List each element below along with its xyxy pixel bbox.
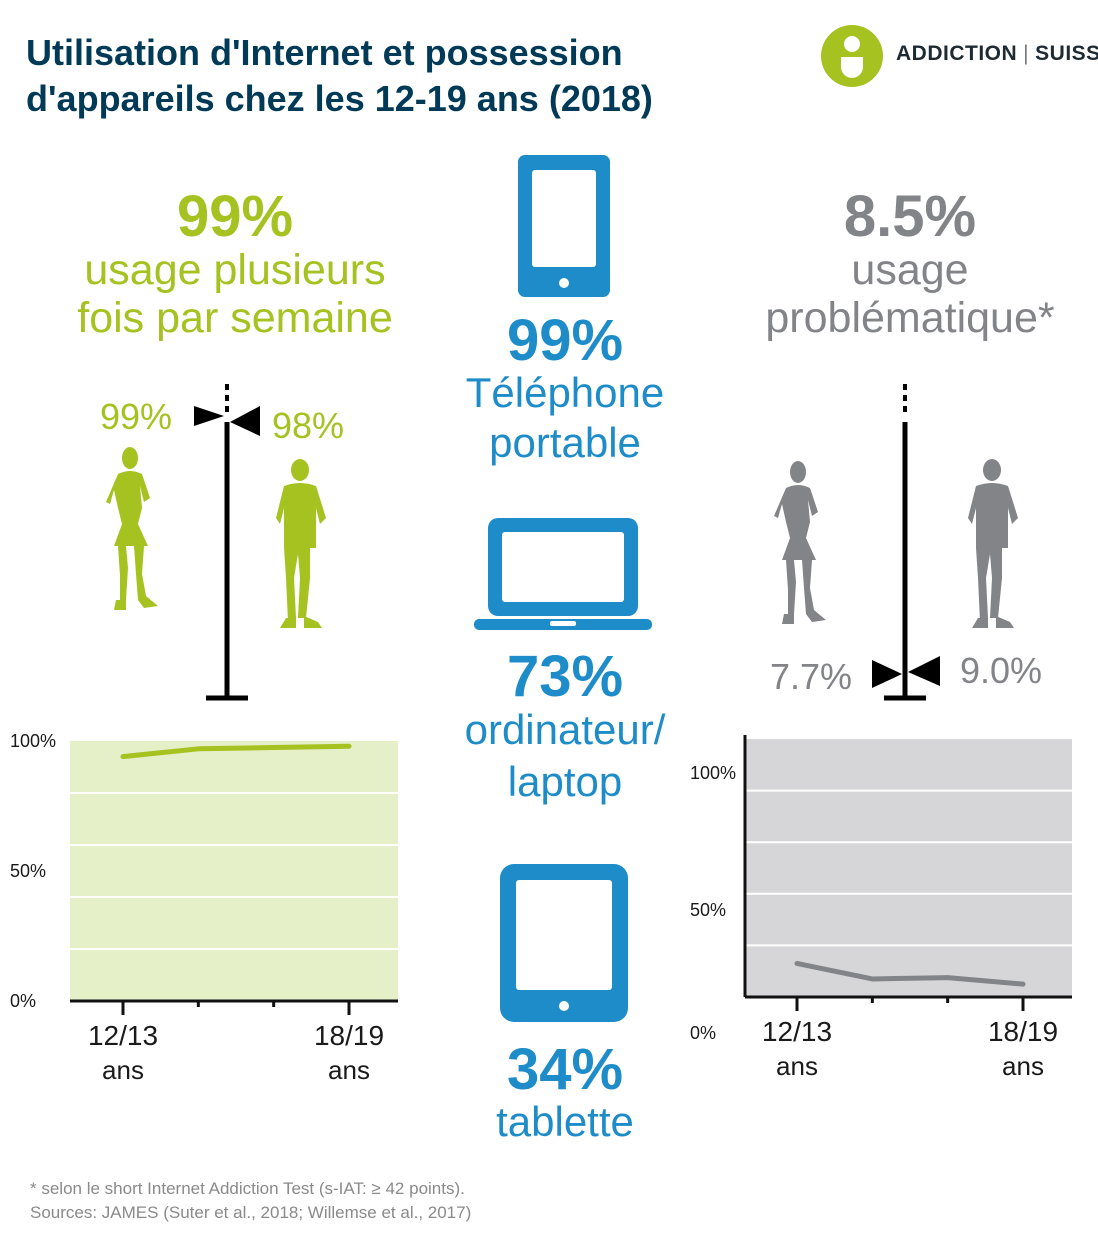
left-male-pct: 98% [272,405,345,446]
left-label-line2: fois par semaine [77,294,393,342]
chart-x-tick-label: 12/13 [762,1016,832,1047]
right-line-chart: 100% 50% 0% 12/13 ans 18/19 ans [690,735,1072,1081]
chart-x-tick-label-unit: ans [776,1051,818,1081]
footnote-line1: * selon le short Internet Addiction Test… [30,1179,465,1198]
left-gender-scale [106,384,326,701]
chart-y-tick-label: 100% [690,763,736,783]
chart-y-tick-label: 100% [10,731,56,751]
laptop-label: ordinateur/ laptop [400,704,730,808]
left-line-chart: 100% 50% 0% 12/13 ans 18/19 ans [10,731,398,1085]
female-silhouette-icon [106,447,158,610]
right-label-line1: usage [851,246,969,294]
chart-y-tick-label: 50% [690,900,726,920]
left-headline-pct: 99% [176,184,294,249]
chart-series-line [120,743,352,760]
laptop-label-line2: laptop [507,758,623,805]
logo-name-left: ADDICTION [896,42,1018,65]
right-male-pct: 9.0% [960,650,1043,691]
tablet-label: tablette [496,1098,634,1145]
female-marker-icon [194,406,224,426]
chart-x-tick-label: 12/13 [88,1020,158,1051]
left-female-pct: 99% [100,396,173,437]
male-silhouette-icon [968,459,1018,628]
laptop-pct: 73% [506,644,624,709]
right-female-pct: 7.7% [770,656,853,697]
chart-series-line [794,960,1026,987]
logo-name-right: SUISSE [1035,42,1098,65]
chart-x-tick-label-unit: ans [102,1055,144,1085]
tablet-icon [500,864,628,1022]
phone-pct: 99% [506,308,624,373]
left-label-line1: usage plusieurs [84,246,386,294]
tablet-pct: 34% [506,1037,624,1102]
chart-x-tick-label: 18/19 [314,1020,384,1051]
addiction-suisse-logo-icon [821,25,883,87]
male-marker-icon [908,656,940,686]
male-silhouette-icon [276,459,326,628]
laptop-label-line1: ordinateur/ [464,706,666,753]
phone-label-line2: portable [489,419,641,466]
female-silhouette-icon [774,461,826,624]
footnote-line2: Sources: JAMES (Suter et al., 2018; Will… [30,1203,472,1222]
chart-y-tick-label: 50% [10,861,46,881]
right-headline-label: usage problématique* [700,246,1098,342]
logo: ADDICTION|SUISSE [820,24,1098,88]
phone-label-line1: Téléphone [465,369,665,416]
phone-label: Téléphone portable [400,368,730,468]
chart-y-tick-label: 0% [10,991,36,1011]
right-headline-pct: 8.5% [843,184,977,249]
footnote: * selon le short Internet Addiction Test… [30,1177,471,1225]
female-marker-icon [872,660,902,688]
left-headline-label: usage plusieurs fois par semaine [20,246,450,342]
chart-plot-area [745,739,1072,997]
laptop-icon [474,518,652,630]
mobile-phone-icon [518,155,610,297]
right-gender-scale [774,384,1018,701]
page-title: Utilisation d'Internet et possession d'a… [26,32,653,119]
chart-x-tick-label: 18/19 [988,1016,1058,1047]
chart-x-tick-label-unit: ans [328,1055,370,1085]
logo-separator: | [1023,42,1030,65]
chart-plot-area [70,741,398,1001]
right-label-line2: problématique* [765,294,1055,342]
male-marker-icon [230,406,260,436]
chart-x-tick-label-unit: ans [1002,1051,1044,1081]
chart-y-tick-label: 0% [690,1023,716,1043]
